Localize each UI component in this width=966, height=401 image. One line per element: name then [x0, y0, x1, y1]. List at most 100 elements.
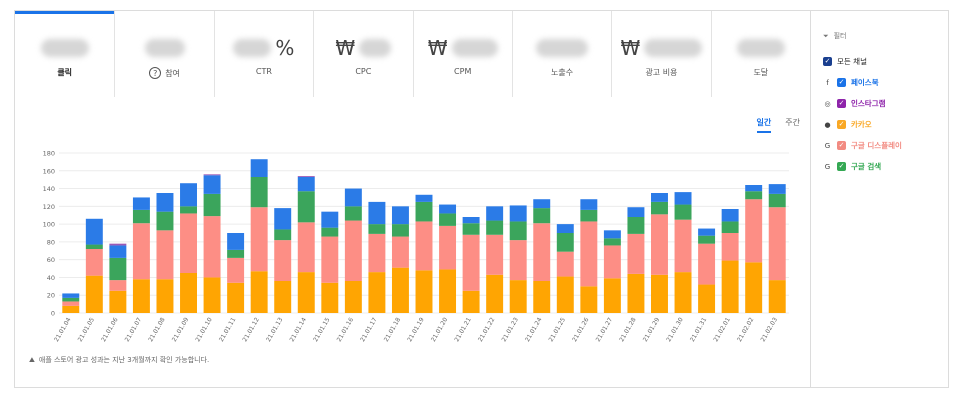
metric-label-row: CPC	[355, 67, 371, 76]
stacked-bar-chart: 0 20 40 60 80 100 120 140 160 180 21.01.04 21.01.05…	[43, 150, 789, 343]
metric-value	[536, 37, 589, 59]
facebook-icon: f	[826, 78, 829, 87]
x-tick-label: 21.01.20	[430, 316, 450, 343]
checkbox-icon[interactable]: ✓	[837, 162, 846, 171]
checkbox-icon[interactable]: ✓	[837, 78, 846, 87]
bar-segment	[109, 243, 127, 246]
channel-option[interactable]: ● ✓ 카카오	[823, 114, 948, 135]
metric-tab[interactable]: 도달	[710, 11, 810, 97]
redacted-value	[233, 39, 272, 57]
bar-segment	[651, 274, 668, 313]
help-icon[interactable]: ?	[149, 67, 162, 79]
metric-tab[interactable]: ₩ CPM	[412, 11, 512, 97]
metric-tab[interactable]: ? 참여	[114, 11, 214, 97]
x-tick-label: 21.01.21	[453, 316, 473, 343]
y-tick-label: 120	[43, 203, 55, 211]
bar-segment	[439, 204, 457, 214]
channel-label: 구글 검색	[851, 162, 882, 171]
metric-tab[interactable]: ₩ CPC	[313, 11, 413, 97]
x-tick-label: 21.01.13	[265, 316, 285, 343]
bar-segment	[109, 290, 127, 313]
bar-segment	[674, 219, 692, 273]
y-tick-label: 140	[43, 185, 55, 193]
bar-segment	[203, 277, 221, 313]
bar-segment	[274, 229, 292, 241]
y-tick-label: 0	[51, 310, 55, 318]
filter-panel: ⏷ 필터 ✓ 모든 채널 f ✓ 페이스북 ◎ ✓ 인스타그램 ● ✓ 카카오 G ✓ 구글 디스플레…	[810, 11, 948, 387]
checkbox-icon[interactable]: ✓	[837, 120, 846, 129]
bar-segment	[580, 221, 598, 287]
bar-segment	[391, 236, 409, 268]
bar-segment	[556, 251, 574, 277]
x-tick-label: 21.01.05	[77, 316, 97, 343]
y-tick-label: 60	[47, 256, 55, 264]
metric-label-row: 광고 비용	[645, 67, 677, 78]
bar-segment	[462, 234, 480, 291]
channel-option[interactable]: f ✓ 페이스북	[823, 72, 948, 93]
x-tick-label: 21.01.29	[642, 316, 662, 343]
bar-segment	[698, 243, 716, 285]
metric-label-row: 노출수	[551, 67, 573, 78]
metric-tab[interactable]: % CTR	[213, 11, 314, 97]
bar-segment	[85, 249, 103, 276]
bar-segment	[156, 279, 174, 313]
bar-segment	[580, 286, 598, 313]
metric-tab[interactable]: ₩ 광고 비용	[611, 11, 711, 97]
bar-segment	[533, 223, 551, 281]
bar-segment	[439, 269, 457, 313]
bar-segment	[227, 282, 245, 313]
y-tick-label: 80	[47, 238, 55, 246]
bar-segment	[627, 273, 645, 313]
all-channels-option[interactable]: ✓ 모든 채널	[823, 51, 948, 72]
checkbox-icon[interactable]: ✓	[837, 99, 846, 108]
x-tick-label: 21.02.03	[760, 316, 780, 343]
bar-segment	[603, 238, 621, 246]
bar-segment	[62, 301, 80, 306]
x-tick-label: 21.01.12	[241, 316, 261, 343]
apple-icon: ⛰	[29, 355, 35, 364]
bar-segment	[250, 159, 268, 177]
redacted-value	[451, 39, 498, 57]
bar-segment	[156, 193, 174, 212]
weekly-toggle[interactable]: 주간	[785, 118, 800, 127]
redacted-value	[536, 39, 589, 57]
y-tick-label: 40	[47, 274, 55, 282]
bar-segment	[745, 262, 763, 313]
checkbox-icon[interactable]: ✓	[823, 57, 832, 66]
bar-segment	[768, 184, 786, 194]
bar-segment	[109, 257, 127, 281]
bar-segment	[203, 175, 221, 194]
bar-segment	[698, 284, 716, 313]
bar-segment	[768, 207, 786, 281]
bar-segment	[556, 276, 574, 313]
metric-label: 광고 비용	[645, 68, 678, 77]
bar-segment	[627, 217, 645, 234]
metric-value: %	[233, 36, 294, 60]
redacted-value	[736, 39, 785, 57]
bar-segment	[132, 279, 150, 313]
metric-tab[interactable]: 클릭	[15, 11, 115, 98]
bar-segment	[227, 257, 245, 283]
period-toggle: 일간 주간	[756, 117, 800, 133]
bar-segment	[62, 297, 80, 302]
bar-segment	[368, 201, 386, 225]
x-tick-label: 21.01.28	[618, 316, 638, 343]
channel-option[interactable]: G ✓ 구글 디스플레이	[823, 135, 948, 156]
daily-toggle[interactable]: 일간	[756, 117, 772, 133]
checkbox-icon[interactable]: ✓	[837, 141, 846, 150]
x-tick-label: 21.01.18	[383, 316, 403, 343]
channel-option[interactable]: G ✓ 구글 검색	[823, 156, 948, 177]
metric-label-row: 도달	[753, 67, 768, 78]
metric-tab[interactable]: 노출수	[511, 11, 612, 97]
redacted-value	[359, 39, 392, 57]
y-tick-label: 20	[47, 292, 55, 300]
channel-list: f ✓ 페이스북 ◎ ✓ 인스타그램 ● ✓ 카카오 G ✓ 구글 디스플레이 G ✓ 구글 검색	[823, 72, 948, 177]
bar-segment	[721, 260, 739, 313]
bar-segment	[486, 234, 504, 275]
channel-option[interactable]: ◎ ✓ 인스타그램	[823, 93, 948, 114]
bar-segment	[180, 183, 197, 207]
bar-segment	[297, 222, 315, 273]
x-tick-label: 21.01.23	[501, 316, 521, 343]
metric-label: 도달	[753, 68, 769, 77]
